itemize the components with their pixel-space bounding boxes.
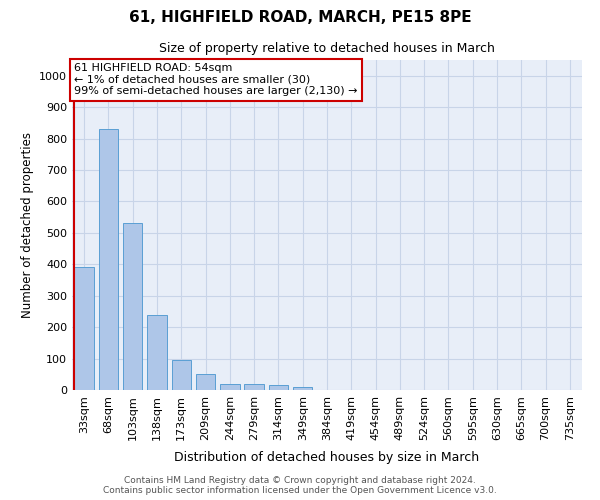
Bar xyxy=(123,224,142,390)
Bar xyxy=(244,384,264,390)
Text: 61 HIGHFIELD ROAD: 54sqm
← 1% of detached houses are smaller (30)
99% of semi-de: 61 HIGHFIELD ROAD: 54sqm ← 1% of detache… xyxy=(74,63,358,96)
Y-axis label: Number of detached properties: Number of detached properties xyxy=(20,132,34,318)
X-axis label: Distribution of detached houses by size in March: Distribution of detached houses by size … xyxy=(175,451,479,464)
Text: Contains HM Land Registry data © Crown copyright and database right 2024.
Contai: Contains HM Land Registry data © Crown c… xyxy=(103,476,497,495)
Bar xyxy=(99,129,118,390)
Bar xyxy=(293,387,313,390)
Bar xyxy=(196,374,215,390)
Text: 61, HIGHFIELD ROAD, MARCH, PE15 8PE: 61, HIGHFIELD ROAD, MARCH, PE15 8PE xyxy=(128,10,472,25)
Bar xyxy=(172,360,191,390)
Bar xyxy=(220,384,239,390)
Bar xyxy=(269,386,288,390)
Title: Size of property relative to detached houses in March: Size of property relative to detached ho… xyxy=(159,42,495,54)
Bar xyxy=(74,268,94,390)
Bar xyxy=(147,314,167,390)
